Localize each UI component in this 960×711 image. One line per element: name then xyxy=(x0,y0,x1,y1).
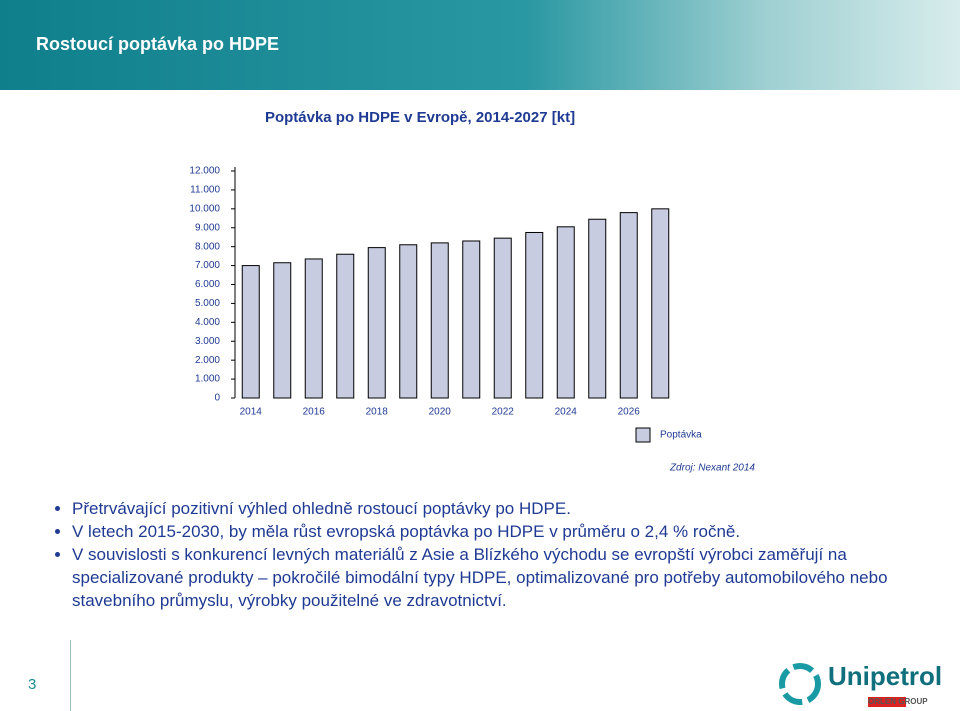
slide-title: Rostoucí poptávka po HDPE xyxy=(36,34,280,54)
x-tick-label: 2022 xyxy=(492,407,515,418)
y-tick-label: 7.000 xyxy=(195,260,220,271)
bar xyxy=(493,237,512,399)
separator xyxy=(70,640,71,711)
y-tick-label: 4.000 xyxy=(195,317,220,328)
bar xyxy=(588,218,607,399)
x-tick-label: 2016 xyxy=(303,407,326,418)
x-tick-label: 2018 xyxy=(366,407,389,418)
x-tick-label: 2024 xyxy=(555,407,578,418)
bar xyxy=(556,226,575,399)
y-tick-label: 8.000 xyxy=(195,241,220,252)
bar xyxy=(273,262,292,399)
y-tick-label: 5.000 xyxy=(195,298,220,309)
bar xyxy=(336,253,355,399)
logo-name: Unipetrol xyxy=(828,661,942,691)
logo-badge xyxy=(868,697,906,707)
y-tick-label: 11.000 xyxy=(190,185,220,196)
bar xyxy=(430,242,449,399)
bullet: V souvislosti s konkurencí levných mater… xyxy=(72,543,942,612)
bar xyxy=(619,212,638,399)
y-tick-label: 2.000 xyxy=(195,355,220,366)
header: Rostoucí poptávka po HDPE xyxy=(0,0,960,90)
y-tick-label: 1.000 xyxy=(195,374,220,385)
legend-swatch xyxy=(635,427,651,443)
page-number: 3 xyxy=(28,676,37,693)
y-tick-label: 12.000 xyxy=(189,166,220,177)
logo: Unipetrol ORLEN GROUP xyxy=(779,661,942,707)
bar xyxy=(399,244,418,399)
x-tick-label: 2026 xyxy=(618,407,641,418)
bullet: Přetrvávající pozitivní výhled ohledně r… xyxy=(72,497,942,520)
y-tick-label: 10.000 xyxy=(189,203,220,214)
y-tick-label: 6.000 xyxy=(195,279,220,290)
bullet-list: Přetrvávající pozitivní výhled ohledně r… xyxy=(48,497,942,612)
chart-title: Poptávka po HDPE v Evropě, 2014-2027 [kt… xyxy=(265,109,575,126)
legend-label: Poptávka xyxy=(660,430,702,441)
bar xyxy=(525,231,544,399)
logo-icon xyxy=(779,663,821,705)
x-tick-label: 2020 xyxy=(429,407,452,418)
x-tick-label: 2014 xyxy=(240,407,263,418)
bar xyxy=(462,240,481,399)
y-tick-label: 3.000 xyxy=(195,336,220,347)
bar xyxy=(304,258,323,399)
bar xyxy=(367,247,386,399)
logo-group: ORLEN GROUP xyxy=(868,697,928,706)
y-tick-label: 9.000 xyxy=(195,222,220,233)
y-tick-label: 0 xyxy=(214,393,220,404)
bar xyxy=(651,208,670,399)
source: Zdroj: Nexant 2014 xyxy=(669,463,755,474)
bar xyxy=(241,265,260,399)
bullet: V letech 2015-2030, by měla růst evropsk… xyxy=(72,520,942,543)
